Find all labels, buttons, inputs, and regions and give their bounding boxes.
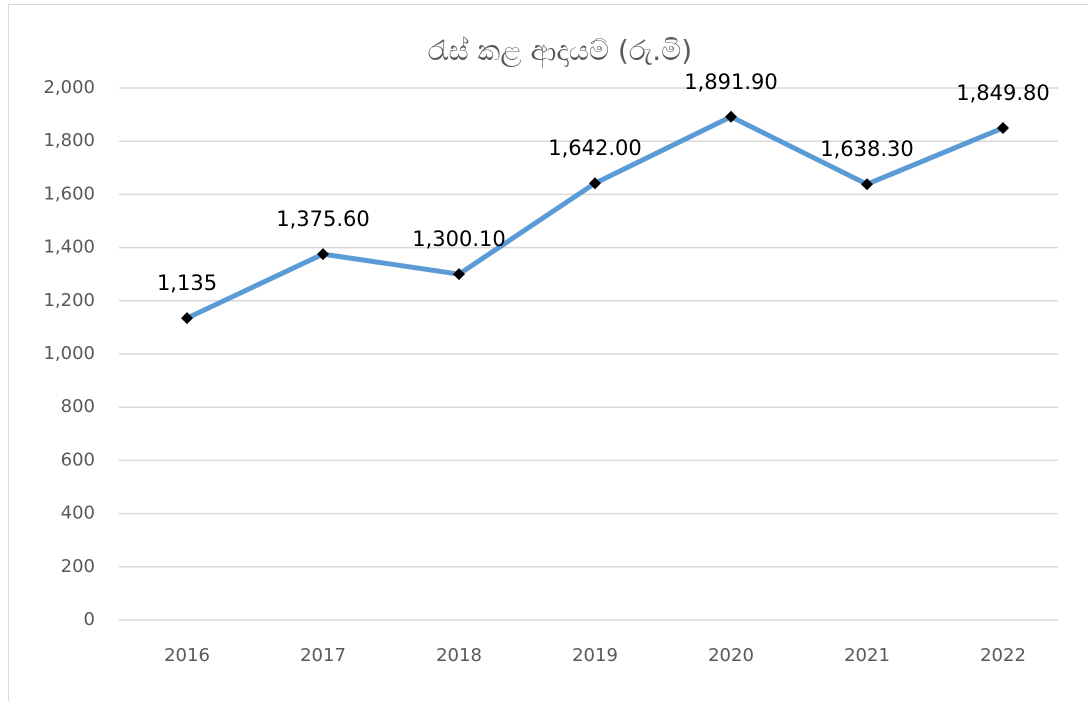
- marker: [317, 248, 329, 261]
- data-label: 1,642.00: [548, 136, 642, 160]
- y-tick-label: 800: [61, 396, 95, 417]
- data-label: 1,849.80: [956, 81, 1050, 105]
- marker: [589, 177, 601, 190]
- y-tick-label: 200: [61, 556, 95, 577]
- y-tick-label: 1,800: [43, 130, 95, 151]
- marker: [725, 110, 737, 123]
- y-tick-label: 1,400: [43, 237, 95, 258]
- x-tick-label: 2020: [708, 645, 754, 666]
- y-tick-label: 600: [61, 449, 95, 470]
- y-tick-label: 2,000: [43, 77, 95, 98]
- x-tick-label: 2018: [436, 645, 482, 666]
- chart-border: [8, 4, 1088, 701]
- y-tick-label: 1,200: [43, 290, 95, 311]
- data-label: 1,135: [157, 271, 217, 295]
- data-label: 1,300.10: [412, 227, 506, 251]
- y-tick-label: 0: [84, 609, 95, 630]
- x-tick-label: 2022: [980, 645, 1026, 666]
- data-label: 1,638.30: [820, 137, 914, 161]
- x-tick-label: 2017: [300, 645, 346, 666]
- x-tick-label: 2016: [164, 645, 210, 666]
- marker: [997, 121, 1009, 134]
- y-tick-label: 1,000: [43, 343, 95, 364]
- x-tick-label: 2019: [572, 645, 618, 666]
- data-label: 1,375.60: [276, 207, 370, 231]
- marker: [861, 178, 873, 191]
- y-tick-label: 1,600: [43, 183, 95, 204]
- data-label: 1,891.90: [684, 70, 778, 94]
- chart-title: රැස් කළ ආදායම් (රු.මි): [428, 34, 692, 69]
- x-tick-label: 2021: [844, 645, 890, 666]
- marker: [181, 312, 193, 325]
- y-tick-label: 400: [61, 503, 95, 524]
- marker: [453, 268, 465, 281]
